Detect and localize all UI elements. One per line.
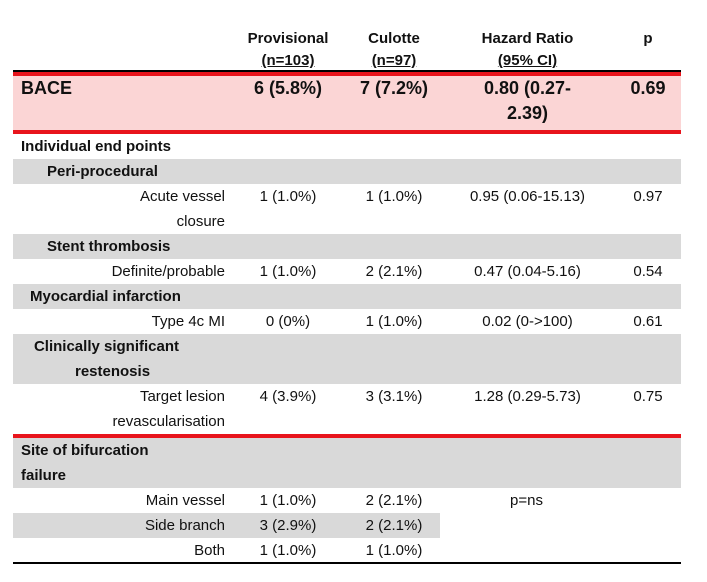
bace-hr-line2: 2.39)	[506, 103, 549, 123]
restenosis-title-line2: restenosis	[75, 363, 151, 380]
mi-culotte: 1 (1.0%)	[365, 313, 423, 330]
header-p-label: p	[643, 30, 653, 47]
mi-title-shade	[13, 284, 681, 309]
site-row-both: Both 1 (1.0%) 1 (1.0%)	[13, 538, 681, 564]
bace-bottom-rule	[13, 130, 681, 134]
mi-title: Myocardial infarction	[30, 288, 181, 305]
restenosis-label-line2: revascularisation	[112, 413, 225, 430]
peri-provisional: 1 (1.0%)	[259, 188, 317, 205]
header-hazard-ratio: Hazard Ratio (95% CI)	[440, 28, 615, 74]
restenosis-hr: 1.28 (0.29-5.73)	[474, 388, 581, 405]
restenosis-row: Target lesion revascularisation 4 (3.9%)…	[13, 384, 681, 434]
peri-row: Acute vessel closure 1 (1.0%) 1 (1.0%) 0…	[13, 184, 681, 234]
mi-row: Type 4c MI 0 (0%) 1 (1.0%) 0.02 (0->100)…	[13, 309, 681, 334]
peri-culotte: 1 (1.0%)	[365, 188, 423, 205]
stent-title-row: Stent thrombosis	[13, 234, 681, 259]
site-row-side: Side branch 3 (2.9%) 2 (2.1%)	[13, 513, 681, 538]
peri-title: Peri-procedural	[47, 163, 158, 180]
restenosis-culotte: 3 (3.1%)	[365, 388, 423, 405]
header-provisional-label: Provisional	[247, 30, 329, 47]
bace-label: BACE	[21, 78, 73, 98]
site-main-culotte: 2 (2.1%)	[365, 492, 423, 509]
stent-provisional: 1 (1.0%)	[259, 263, 317, 280]
bace-top-rule	[13, 72, 681, 76]
site-side-shade	[13, 513, 440, 538]
mi-hr: 0.02 (0->100)	[482, 313, 573, 330]
section-individual-title: Individual end points	[21, 138, 171, 155]
mi-row-label: Type 4c MI	[151, 313, 225, 330]
site-both-provisional: 1 (1.0%)	[259, 542, 317, 559]
header-rule	[13, 70, 681, 72]
header-row: Provisional (n=103) Culotte (n=97) Hazar…	[13, 26, 681, 72]
stent-culotte: 2 (2.1%)	[365, 263, 423, 280]
restenosis-label-line1: Target lesion	[139, 388, 225, 405]
header-culotte: Culotte (n=97)	[348, 28, 440, 74]
site-title: Site of bifurcation failure	[13, 438, 313, 488]
site-side-label: Side branch	[144, 517, 225, 534]
header-hr-ci: (95% CI)	[497, 52, 558, 69]
restenosis-provisional: 4 (3.9%)	[259, 388, 317, 405]
site-title-line1: Site of bifurcation	[21, 442, 149, 459]
site-both-culotte: 1 (1.0%)	[365, 542, 423, 559]
results-table: Provisional (n=103) Culotte (n=97) Hazar…	[13, 26, 681, 564]
header-provisional: Provisional (n=103)	[228, 28, 348, 74]
restenosis-title: Clinically significant restenosis	[13, 334, 228, 384]
site-side-provisional: 3 (2.9%)	[259, 517, 317, 534]
restenosis-title-shade	[13, 334, 681, 384]
bace-culotte: 7 (7.2%)	[359, 78, 429, 98]
stent-title: Stent thrombosis	[47, 238, 171, 255]
section-individual-row: Individual end points	[13, 134, 681, 159]
stent-p: 0.54	[633, 263, 663, 280]
site-title-row: Site of bifurcation failure	[13, 434, 681, 488]
site-title-line2: failure	[21, 467, 67, 484]
mi-provisional: 0 (0%)	[265, 313, 311, 330]
site-side-culotte: 2 (2.1%)	[365, 517, 423, 534]
header-culotte-label: Culotte	[368, 30, 420, 47]
header-culotte-n: (n=97)	[371, 52, 417, 69]
restenosis-row-label: Target lesion revascularisation	[13, 384, 228, 434]
stent-title-shade	[13, 234, 681, 259]
site-top-rule	[13, 434, 681, 438]
peri-p: 0.97	[633, 188, 663, 205]
restenosis-title-line1: Clinically significant	[33, 338, 180, 355]
site-row-main: Main vessel 1 (1.0%) 2 (2.1%) p=ns	[13, 488, 681, 513]
stent-row: Definite/probable 1 (1.0%) 2 (2.1%) 0.47…	[13, 259, 681, 284]
site-main-provisional: 1 (1.0%)	[259, 492, 317, 509]
header-p: p	[615, 28, 681, 74]
header-provisional-n: (n=103)	[261, 52, 315, 69]
bace-p: 0.69	[630, 78, 666, 98]
site-both-label: Both	[194, 542, 225, 559]
peri-label-line1: Acute vessel	[139, 188, 225, 205]
restenosis-title-row: Clinically significant restenosis	[13, 334, 681, 384]
peri-label-line2: closure	[176, 213, 225, 230]
mi-title-row: Myocardial infarction	[13, 284, 681, 309]
peri-row-label: Acute vessel closure	[13, 184, 228, 234]
restenosis-p: 0.75	[633, 388, 663, 405]
peri-hr: 0.95 (0.06-15.13)	[469, 188, 586, 205]
bace-hr-line1: 0.80 (0.27-	[483, 78, 572, 98]
peri-title-row: Peri-procedural	[13, 159, 681, 184]
bace-provisional: 6 (5.8%)	[253, 78, 323, 98]
site-title-shade	[13, 438, 681, 488]
stent-row-label: Definite/probable	[111, 263, 225, 280]
site-main-label: Main vessel	[145, 492, 225, 509]
mi-p: 0.61	[633, 313, 663, 330]
bottom-rule	[13, 562, 681, 564]
bace-row: BACE 6 (5.8%) 7 (7.2%) 0.80 (0.27- 2.39)…	[13, 72, 681, 134]
header-hr-label: Hazard Ratio	[481, 30, 574, 47]
bace-hazard-ratio: 0.80 (0.27- 2.39)	[440, 72, 615, 134]
peri-title-shade	[13, 159, 681, 184]
site-p-note: p=ns	[510, 492, 543, 509]
stent-hr: 0.47 (0.04-5.16)	[474, 263, 581, 280]
